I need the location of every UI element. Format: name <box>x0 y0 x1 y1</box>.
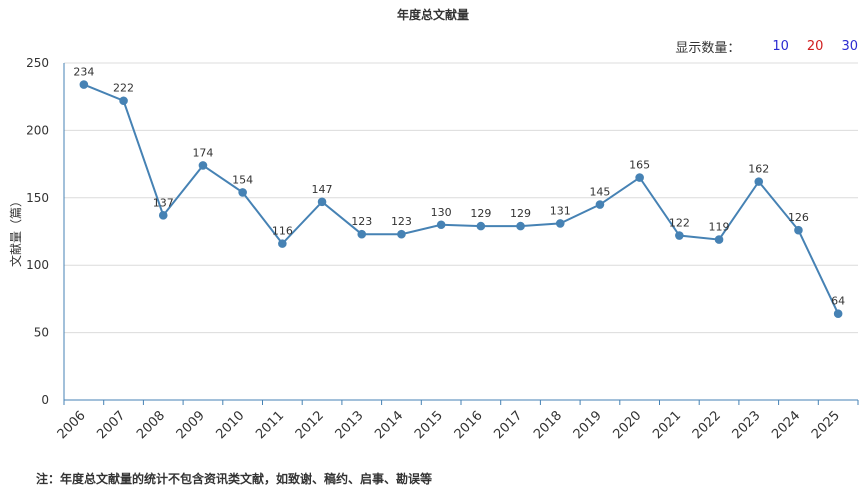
data-point[interactable] <box>635 173 644 182</box>
data-point[interactable] <box>595 200 605 209</box>
x-tick-label: 2017 <box>491 408 525 442</box>
data-point[interactable] <box>436 220 446 230</box>
y-axis-ticks: 0 50 100 150 200 250 <box>26 56 49 407</box>
display-count-option-20[interactable]: 20 <box>806 39 824 54</box>
grid-lines <box>64 62 858 334</box>
x-tick-label: 2009 <box>174 408 208 442</box>
x-tick-label: 2025 <box>809 408 843 442</box>
data-label: 162 <box>748 163 769 176</box>
x-tick-label: 2010 <box>213 408 247 442</box>
data-label: 122 <box>669 217 690 230</box>
data-label: 137 <box>153 196 174 209</box>
footnote: 注：年度总文献量的统计不包含资讯类文献，如致谢、稿约、启事、勘误等 <box>36 472 433 486</box>
x-tick-label: 2007 <box>94 408 128 442</box>
data-label: 126 <box>788 211 809 224</box>
data-point[interactable] <box>278 239 287 248</box>
y-tick-label: 250 <box>26 56 49 70</box>
data-point[interactable] <box>555 219 565 228</box>
data-label: 154 <box>232 173 253 186</box>
data-point[interactable] <box>833 309 843 319</box>
data-label: 116 <box>272 225 293 238</box>
x-tick-label: 2021 <box>650 408 684 442</box>
x-tick-label: 2022 <box>690 408 724 442</box>
data-label: 119 <box>709 221 730 234</box>
x-tick-label: 2006 <box>55 408 89 442</box>
data-label: 129 <box>510 207 531 220</box>
series-line <box>83 83 840 315</box>
y-tick-label: 0 <box>41 393 49 407</box>
display-count-option-10[interactable]: 10 <box>772 39 789 54</box>
x-tick-label: 2013 <box>333 408 367 442</box>
data-label: 130 <box>431 206 452 219</box>
data-label: 174 <box>192 146 213 159</box>
data-point[interactable] <box>238 188 247 197</box>
data-point[interactable] <box>317 197 327 207</box>
display-count-option-30[interactable]: 30 <box>841 39 858 54</box>
data-label: 165 <box>629 159 650 172</box>
data-labels: 234 222 137 174 154 116 147 123 123 130 129 129 131 1… <box>73 66 845 308</box>
data-point[interactable] <box>714 235 724 244</box>
data-label: 234 <box>73 66 94 79</box>
x-tick-label: 2011 <box>253 408 287 442</box>
data-label: 222 <box>113 82 134 95</box>
data-point[interactable] <box>158 211 168 220</box>
data-point[interactable] <box>397 229 406 239</box>
data-label: 131 <box>550 204 571 217</box>
data-point[interactable] <box>794 225 803 235</box>
x-tick-label: 2014 <box>372 408 406 442</box>
data-point[interactable] <box>357 229 367 239</box>
x-tick-label: 2018 <box>531 408 565 442</box>
data-label: 145 <box>589 186 610 199</box>
x-tick-label: 2020 <box>610 408 644 442</box>
display-count-label: 显示数量： <box>675 41 741 56</box>
data-label: 129 <box>470 207 491 220</box>
data-label: 123 <box>391 215 412 228</box>
chart-title: 年度总文献量 <box>397 7 469 22</box>
x-tick-label: 2008 <box>134 408 168 442</box>
data-point[interactable] <box>675 231 684 240</box>
data-point[interactable] <box>79 80 89 89</box>
x-axis-ticks: 2006 2007 2008 2009 2010 2011 2012 2013 2014 2015… <box>55 400 859 442</box>
y-tick-label: 200 <box>26 123 49 137</box>
x-tick-label: 2016 <box>452 408 486 442</box>
data-label: 147 <box>312 183 333 196</box>
data-points <box>79 80 843 319</box>
data-label: 64 <box>831 295 845 308</box>
data-point[interactable] <box>119 96 128 106</box>
y-tick-label: 100 <box>26 258 49 272</box>
x-tick-label: 2015 <box>412 408 446 442</box>
x-tick-label: 2012 <box>293 408 327 442</box>
display-count-selector: 显示数量： 10 20 30 <box>675 37 858 56</box>
y-tick-label: 50 <box>34 326 49 340</box>
x-tick-label: 2019 <box>571 408 605 442</box>
data-point[interactable] <box>754 177 764 186</box>
data-point[interactable] <box>516 221 525 231</box>
y-axis-label: 文献量（篇） <box>8 195 23 267</box>
data-point[interactable] <box>476 221 486 231</box>
data-point[interactable] <box>198 161 208 170</box>
x-tick-label: 2024 <box>769 408 803 442</box>
x-tick-label: 2023 <box>730 408 764 442</box>
data-label: 123 <box>351 215 372 228</box>
y-tick-label: 150 <box>26 191 49 205</box>
